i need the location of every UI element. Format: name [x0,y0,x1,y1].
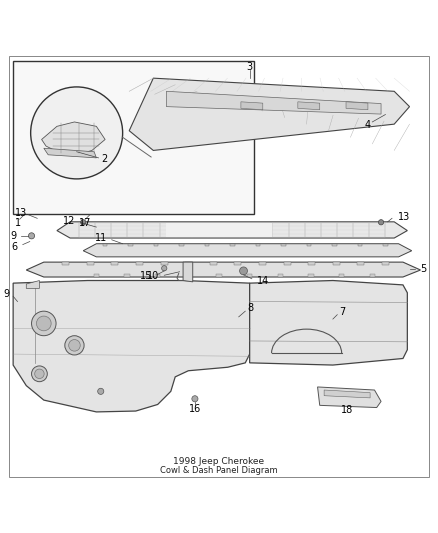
Text: 9: 9 [11,231,17,241]
Polygon shape [57,222,407,238]
Polygon shape [44,148,96,158]
Polygon shape [332,244,337,246]
Polygon shape [307,244,311,246]
Text: 15: 15 [140,271,152,281]
Circle shape [98,388,104,394]
Polygon shape [185,262,192,265]
Circle shape [81,220,86,225]
Polygon shape [180,244,184,246]
Polygon shape [281,244,286,246]
Polygon shape [318,387,381,408]
Text: 5: 5 [420,264,427,274]
Text: 1998 Jeep Cherokee: 1998 Jeep Cherokee [173,457,265,466]
Polygon shape [308,274,314,277]
Polygon shape [155,274,160,277]
Polygon shape [136,262,143,265]
Text: 2: 2 [101,154,107,164]
Polygon shape [383,244,388,246]
Text: 9: 9 [4,289,10,298]
Polygon shape [230,244,235,246]
Polygon shape [154,244,158,246]
Polygon shape [250,280,407,365]
Polygon shape [283,262,290,265]
Polygon shape [26,262,420,277]
Polygon shape [103,244,107,246]
Text: 12: 12 [64,215,76,225]
Circle shape [32,311,56,336]
Text: 4: 4 [365,120,371,131]
Circle shape [162,265,167,271]
Polygon shape [247,274,252,277]
Polygon shape [357,262,364,265]
Circle shape [378,220,384,225]
Polygon shape [42,122,105,155]
Polygon shape [124,274,130,277]
Circle shape [32,366,47,382]
Polygon shape [256,244,260,246]
Polygon shape [324,390,370,398]
Text: 11: 11 [95,232,107,243]
Polygon shape [333,262,340,265]
Polygon shape [128,244,133,246]
Text: 10: 10 [147,271,159,281]
Polygon shape [166,223,272,237]
Polygon shape [210,262,217,265]
Polygon shape [382,262,389,265]
Circle shape [69,340,80,351]
Text: 17: 17 [79,217,92,228]
Text: 14: 14 [257,276,269,286]
Polygon shape [186,274,191,277]
Text: Cowl & Dash Panel Diagram: Cowl & Dash Panel Diagram [160,466,278,475]
Polygon shape [339,274,344,277]
Text: 18: 18 [341,405,353,415]
Polygon shape [62,262,69,265]
Polygon shape [234,262,241,265]
Polygon shape [346,102,368,110]
Circle shape [240,267,247,275]
Polygon shape [111,262,118,265]
Circle shape [28,233,35,239]
Text: 13: 13 [398,212,410,222]
Polygon shape [278,274,283,277]
Text: 13: 13 [15,208,27,218]
Polygon shape [308,262,315,265]
Polygon shape [161,262,168,265]
Polygon shape [83,244,412,257]
Text: 8: 8 [247,303,254,313]
Text: 1: 1 [14,217,21,228]
Circle shape [31,87,123,179]
Polygon shape [26,280,39,288]
Circle shape [65,336,84,355]
Text: 16: 16 [189,404,201,414]
Polygon shape [183,262,193,282]
Polygon shape [13,280,250,412]
Polygon shape [129,78,410,150]
Circle shape [36,316,51,331]
Polygon shape [298,102,320,110]
Polygon shape [94,274,99,277]
Text: 6: 6 [11,242,18,252]
Polygon shape [241,102,263,110]
Polygon shape [166,91,381,114]
Polygon shape [205,244,209,246]
Text: 3: 3 [247,62,253,72]
FancyBboxPatch shape [13,61,254,214]
Polygon shape [259,262,266,265]
Circle shape [192,395,198,402]
Polygon shape [370,274,375,277]
Polygon shape [358,244,362,246]
Polygon shape [216,274,222,277]
Text: 7: 7 [339,307,346,317]
Circle shape [35,369,44,378]
Polygon shape [87,262,94,265]
